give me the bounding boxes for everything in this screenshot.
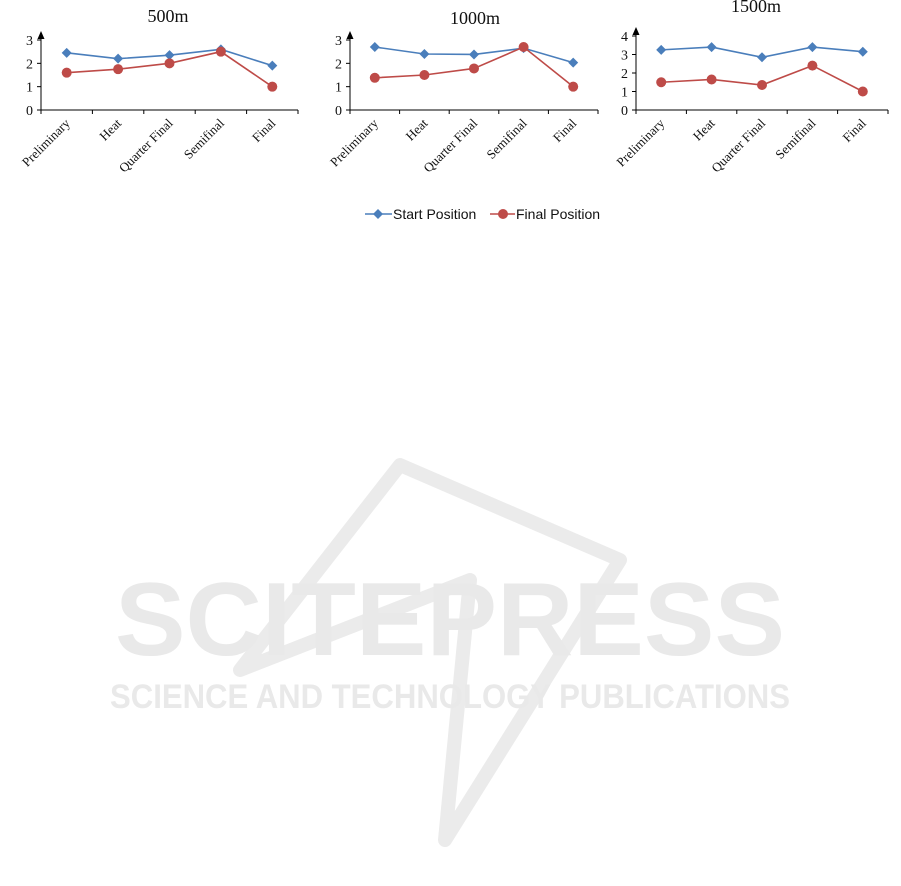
start-position-marker bbox=[656, 44, 667, 55]
final-position-marker bbox=[164, 58, 175, 69]
x-category-label: Preliminary bbox=[327, 115, 381, 169]
x-category-label: Heat bbox=[690, 115, 718, 143]
legend: Start Position Final Position bbox=[365, 206, 600, 222]
watermark-sub-text: SCIENCE AND TECHNOLOGY PUBLICATIONS bbox=[110, 678, 790, 716]
x-category-label: Preliminary bbox=[19, 115, 73, 169]
start-position-marker bbox=[267, 60, 278, 71]
x-category-label: Final bbox=[550, 115, 580, 145]
legend-start-label: Start Position bbox=[393, 206, 476, 222]
final-position-marker bbox=[706, 74, 717, 85]
legend-final-label: Final Position bbox=[516, 206, 600, 222]
watermark: SCITEPRESS SCIENCE AND TECHNOLOGY PUBLIC… bbox=[110, 458, 790, 847]
start-position-marker bbox=[857, 46, 868, 57]
y-tick-label: 1 bbox=[621, 86, 628, 101]
final-position-marker bbox=[469, 63, 479, 74]
x-category-label: Final bbox=[839, 115, 869, 145]
x-category-label: Semifinal bbox=[483, 115, 530, 162]
final-position-marker bbox=[419, 70, 430, 80]
start-position-marker bbox=[164, 50, 175, 61]
chart-title: 500m bbox=[147, 6, 188, 26]
start-position-marker bbox=[369, 42, 380, 52]
watermark-main-text: SCITEPRESS bbox=[115, 562, 785, 678]
y-tick-label: 4 bbox=[621, 30, 628, 45]
x-category-label: Quarter Final bbox=[116, 115, 176, 175]
chart-title: 1500m bbox=[731, 0, 781, 16]
x-category-label: Semifinal bbox=[772, 115, 819, 162]
y-tick-label: 0 bbox=[335, 104, 342, 119]
y-tick-label: 2 bbox=[621, 67, 628, 82]
final-position-marker bbox=[113, 64, 124, 75]
y-tick-label: 0 bbox=[621, 104, 628, 119]
y-tick-label: 2 bbox=[26, 57, 33, 72]
y-tick-label: 3 bbox=[26, 34, 33, 49]
start-position-marker bbox=[113, 53, 124, 64]
y-axis-arrow bbox=[37, 31, 45, 39]
x-category-label: Preliminary bbox=[613, 115, 667, 169]
start-position-marker bbox=[61, 47, 72, 58]
chart-title: 1000m bbox=[450, 8, 500, 28]
final-position-marker bbox=[757, 80, 767, 91]
y-axis-arrow bbox=[632, 27, 640, 35]
watermark-logo-shape bbox=[233, 458, 627, 847]
legend-start-marker bbox=[373, 209, 383, 219]
x-category-label: Final bbox=[249, 115, 279, 145]
final-position-marker bbox=[518, 42, 529, 52]
final-position-marker bbox=[568, 81, 579, 92]
final-position-marker bbox=[267, 81, 278, 92]
y-tick-label: 3 bbox=[335, 34, 342, 49]
final-position-marker bbox=[656, 77, 667, 88]
start-position-marker bbox=[757, 52, 767, 63]
y-tick-label: 0 bbox=[26, 104, 33, 119]
y-tick-label: 2 bbox=[335, 57, 342, 72]
start-position-marker bbox=[807, 42, 818, 53]
x-category-label: Heat bbox=[403, 115, 431, 143]
final-position-marker bbox=[61, 67, 72, 78]
start-position-marker bbox=[419, 49, 430, 59]
final-position-marker bbox=[369, 72, 380, 83]
final-position-marker bbox=[215, 46, 226, 57]
start-position-marker bbox=[706, 42, 717, 53]
x-category-label: Quarter Final bbox=[708, 115, 768, 175]
final-position-marker bbox=[807, 60, 818, 71]
y-axis-arrow bbox=[346, 31, 354, 39]
start-position-marker bbox=[469, 49, 479, 60]
start-position-marker bbox=[568, 57, 579, 68]
x-category-label: Semifinal bbox=[181, 115, 228, 162]
y-tick-label: 1 bbox=[335, 81, 342, 96]
final-position-marker bbox=[857, 86, 868, 97]
x-category-label: Quarter Final bbox=[420, 115, 480, 175]
y-tick-label: 1 bbox=[26, 81, 33, 96]
legend-final-marker bbox=[498, 209, 508, 219]
x-category-label: Heat bbox=[96, 115, 124, 143]
y-tick-label: 3 bbox=[621, 49, 628, 64]
